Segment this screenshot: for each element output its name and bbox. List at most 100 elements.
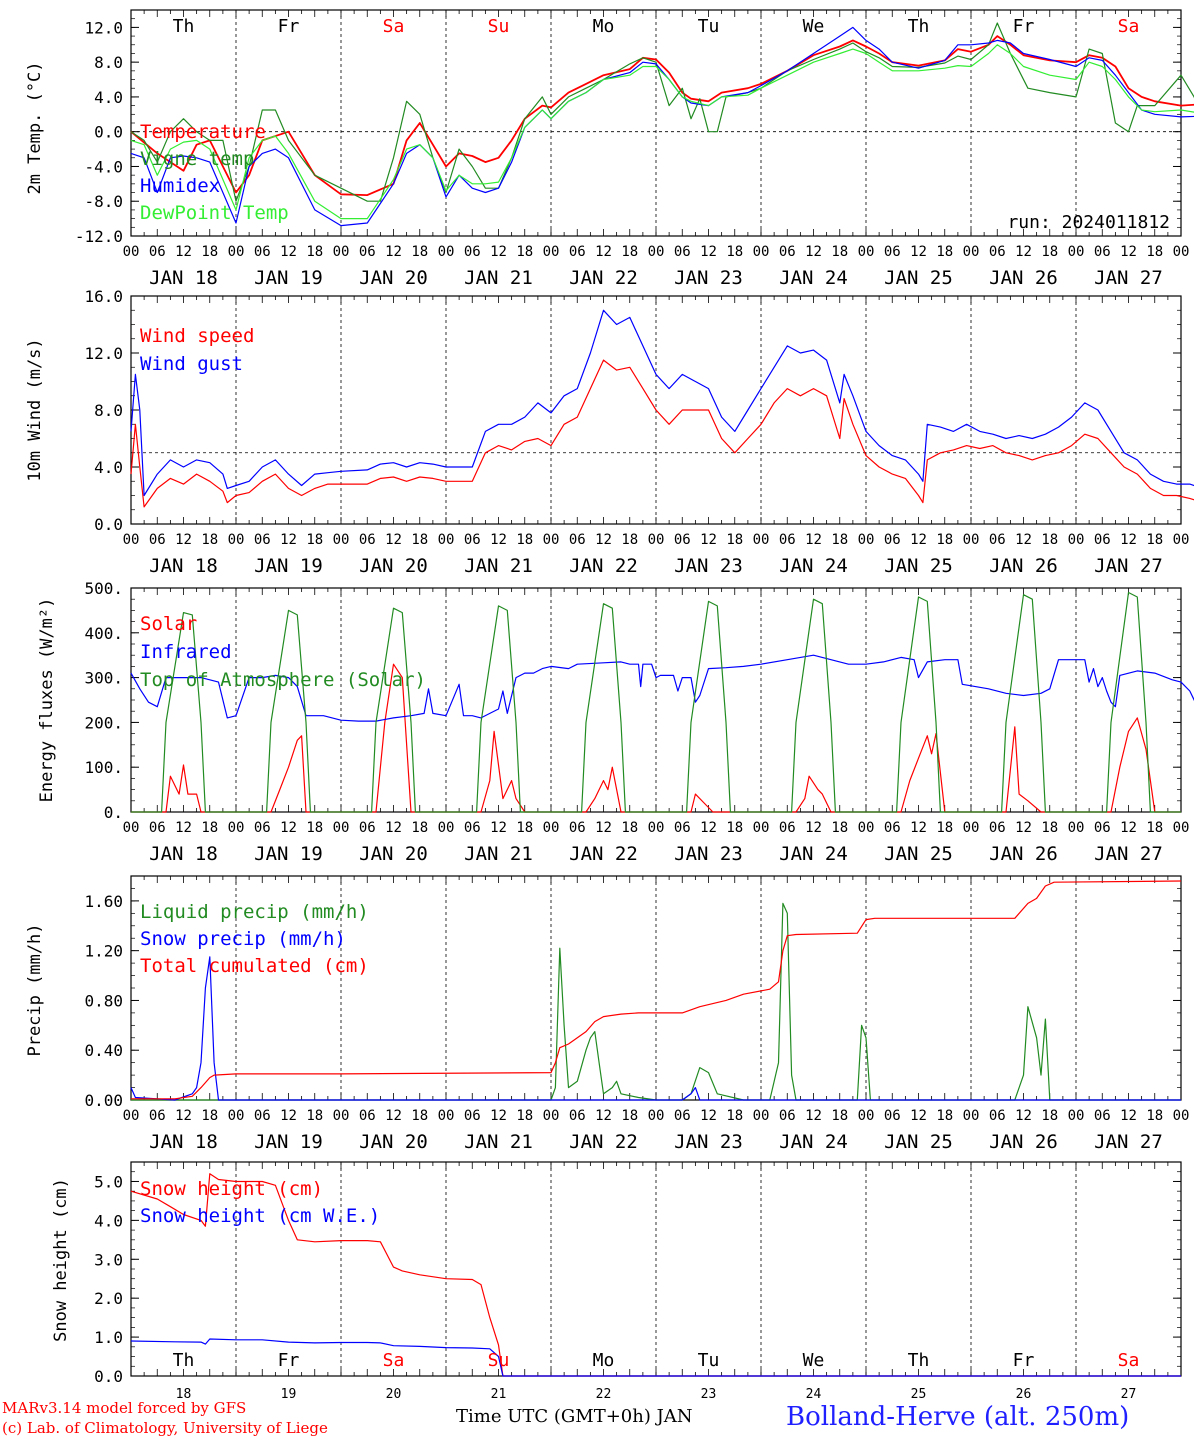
time-axis-title: Time UTC (GMT+0h) JAN <box>456 1406 693 1427</box>
hour-tick-label: 12 <box>700 244 717 260</box>
hour-tick-label: 00 <box>438 532 455 548</box>
hour-tick-label: 06 <box>464 820 481 836</box>
hour-tick-label: 00 <box>858 244 875 260</box>
hour-tick-label: 00 <box>1173 244 1190 260</box>
hour-tick-label: 06 <box>884 1108 901 1124</box>
hour-tick-label: 00 <box>438 244 455 260</box>
date-label: JAN 21 <box>464 555 533 577</box>
day-number-label: 23 <box>701 1387 717 1400</box>
hour-tick-label: 00 <box>858 1108 875 1124</box>
legend-entry: Top of Atmosphere (Solar) <box>140 669 426 691</box>
hour-tick-label: 18 <box>1041 820 1058 836</box>
model-credit-line: MARv3.14 model forced by GFS <box>2 1399 247 1417</box>
hour-tick-label: 12 <box>280 244 297 260</box>
precip-panel: 1.60 1.20 0.80 0.40 0.00 Precip (mm/h) Liquid … <box>25 875 1189 1153</box>
series-line-vigne-temp <box>130 22 1194 202</box>
y-tick-label: 0.40 <box>84 1041 123 1060</box>
date-label: JAN 25 <box>884 267 953 289</box>
day-number-label: 27 <box>1121 1387 1137 1400</box>
legend-entry: Solar <box>140 613 197 635</box>
hour-tick-label: 12 <box>910 532 927 548</box>
hour-tick-label: 18 <box>411 1108 428 1124</box>
hour-tick-label: 12 <box>1015 820 1032 836</box>
series-line-wind-speed <box>130 359 1194 508</box>
series-line-total-cumulated-cm- <box>131 880 1182 1100</box>
date-label: JAN 24 <box>779 267 848 289</box>
hour-tick-label: 06 <box>779 532 796 548</box>
date-label: JAN 22 <box>569 555 638 577</box>
weekday-label: Fr <box>278 1350 300 1371</box>
hour-tick-label: 12 <box>175 820 192 836</box>
lab-credit-line: (c) Lab. of Climatology, University of L… <box>2 1419 328 1437</box>
hour-tick-label: 18 <box>936 820 953 836</box>
day-number-label: 21 <box>491 1387 507 1400</box>
weekday-label: Fr <box>1013 1350 1035 1371</box>
hour-tick-label: 12 <box>910 1108 927 1124</box>
hour-tick-label: 18 <box>411 532 428 548</box>
hour-tick-label: 06 <box>569 244 586 260</box>
hour-tick-label: 12 <box>805 1108 822 1124</box>
hour-tick-label: 06 <box>569 820 586 836</box>
hour-tick-label: 18 <box>1146 1108 1163 1124</box>
y-axis-title: 10m Wind (m/s) <box>25 338 45 481</box>
series-line-snow-height-cm-w-e- <box>130 1338 1181 1377</box>
hour-tick-label: 18 <box>831 244 848 260</box>
hour-tick-label: 18 <box>516 1108 533 1124</box>
weekday-label: Sa <box>383 16 405 37</box>
legend-entry: Wind speed <box>140 325 254 347</box>
date-label: JAN 18 <box>149 1131 218 1153</box>
hour-tick-label: 00 <box>648 1108 665 1124</box>
hour-tick-label: 12 <box>1015 532 1032 548</box>
y-tick-label: 2.0 <box>94 1289 123 1308</box>
hour-tick-label: 12 <box>595 244 612 260</box>
y-tick-label: 0.00 <box>84 1091 123 1110</box>
hour-tick-label: 06 <box>1094 532 1111 548</box>
hour-tick-label: 18 <box>621 532 638 548</box>
hour-tick-label: 00 <box>963 244 980 260</box>
hour-tick-label: 00 <box>963 1108 980 1124</box>
date-label: JAN 19 <box>254 267 323 289</box>
hour-tick-label: 12 <box>280 1108 297 1124</box>
y-tick-label: 1.20 <box>84 942 123 961</box>
hour-tick-label: 18 <box>411 244 428 260</box>
hour-tick-label: 18 <box>621 244 638 260</box>
legend-entry: Total cumulated (cm) <box>140 955 369 977</box>
hour-tick-label: 00 <box>333 532 350 548</box>
hour-tick-label: 00 <box>333 820 350 836</box>
hour-tick-label: 06 <box>1094 1108 1111 1124</box>
hour-tick-label: 06 <box>779 1108 796 1124</box>
hour-tick-label: 00 <box>753 532 770 548</box>
hour-tick-label: 00 <box>1068 820 1085 836</box>
y-axis-title: Energy fluxes (W/m²) <box>37 598 57 803</box>
hour-tick-label: 12 <box>595 1108 612 1124</box>
hour-tick-label: 18 <box>516 820 533 836</box>
date-label: JAN 18 <box>149 555 218 577</box>
hour-tick-label: 12 <box>1120 1108 1137 1124</box>
hour-tick-label: 12 <box>805 532 822 548</box>
hour-tick-label: 06 <box>569 532 586 548</box>
y-tick-label: 0.0 <box>94 515 123 534</box>
legend-entry: Temperature <box>140 121 266 143</box>
weekday-label: Th <box>908 1350 930 1371</box>
hour-tick-label: 00 <box>123 820 140 836</box>
weekday-label: Mo <box>593 1350 615 1371</box>
hour-tick-label: 18 <box>831 1108 848 1124</box>
hour-tick-label: 00 <box>123 244 140 260</box>
legend-entry: Vigne temp <box>140 148 254 170</box>
series-line-temperature <box>130 35 1194 197</box>
hour-tick-label: 00 <box>228 532 245 548</box>
weekday-label: We <box>803 16 825 37</box>
y-tick-label: 300. <box>84 669 123 688</box>
hour-tick-label: 12 <box>700 532 717 548</box>
hour-tick-label: 00 <box>543 1108 560 1124</box>
hour-tick-label: 06 <box>359 532 376 548</box>
hour-tick-label: 06 <box>779 820 796 836</box>
y-tick-label: -4.0 <box>84 157 123 176</box>
hour-tick-label: 00 <box>1068 244 1085 260</box>
y-tick-label: 400. <box>84 624 123 643</box>
date-label: JAN 23 <box>674 555 743 577</box>
series-line-infrared <box>130 654 1194 722</box>
y-tick-label: 4.0 <box>94 458 123 477</box>
hour-tick-label: 12 <box>385 820 402 836</box>
hour-tick-label: 00 <box>858 820 875 836</box>
